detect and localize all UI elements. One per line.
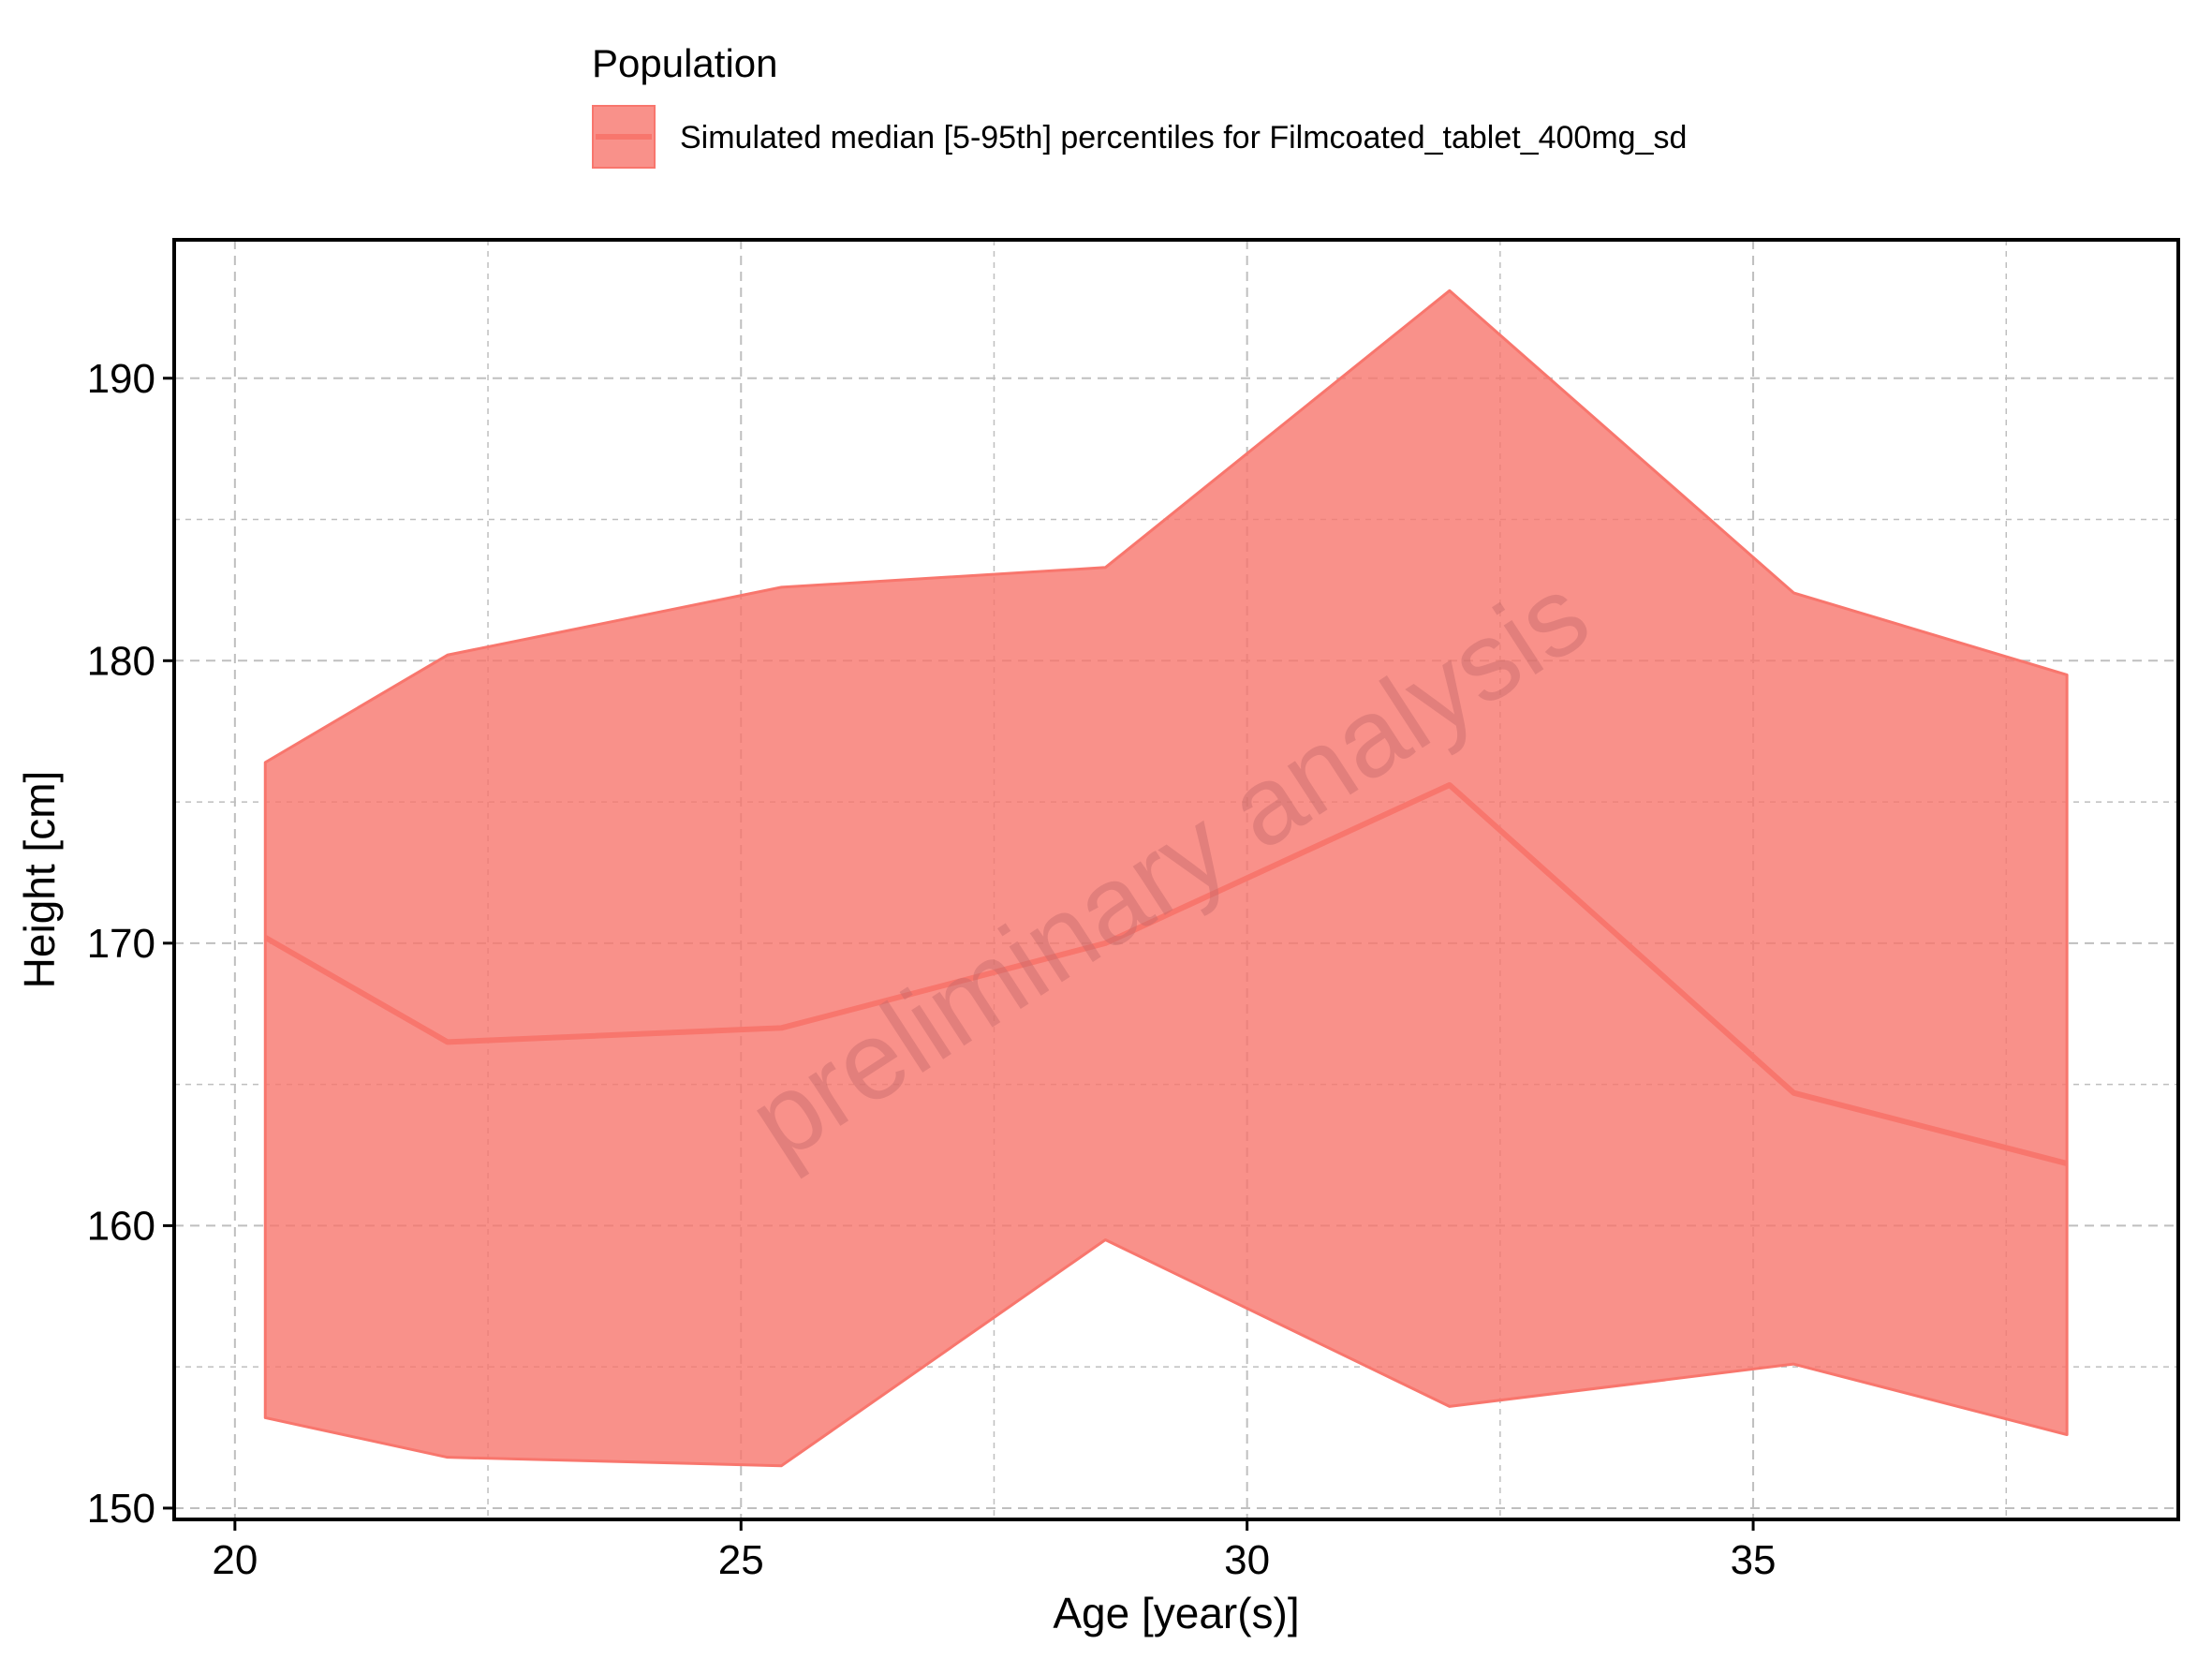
percentile-band-area (263, 289, 2069, 1468)
median-line (263, 781, 2068, 1166)
plot-panel-border (172, 238, 2180, 1521)
y-tick-label: 190 (87, 356, 155, 402)
median-point (1104, 942, 1106, 944)
x-tick-label: 20 (212, 1537, 258, 1583)
median-point (2066, 1163, 2068, 1164)
median-point (264, 937, 266, 939)
y-axis-label: Height [cm] (15, 771, 64, 989)
y-tick-label: 150 (87, 1486, 155, 1532)
percentile-band (263, 289, 2069, 1468)
axes: 20 25 30 35 150 160 170 180 190 Age [year(s)] Heig… (15, 356, 1777, 1637)
x-tick-label: 30 (1224, 1537, 1270, 1583)
x-axis-label: Age [year(s)] (1053, 1589, 1299, 1637)
median-point (1449, 784, 1451, 786)
median-point (447, 1041, 449, 1043)
x-tick-label: 25 (718, 1537, 764, 1583)
x-tick-label: 35 (1731, 1537, 1777, 1583)
y-tick-label: 160 (87, 1203, 155, 1249)
median-point (780, 1027, 782, 1029)
legend-title: Population (592, 41, 778, 85)
y-tick-label: 170 (87, 921, 155, 967)
median-point (1792, 1092, 1794, 1094)
y-tick-label: 180 (87, 638, 155, 684)
legend-key-icon (592, 105, 656, 169)
legend-entry-label: Simulated median [5-95th] percentiles fo… (680, 120, 1688, 156)
